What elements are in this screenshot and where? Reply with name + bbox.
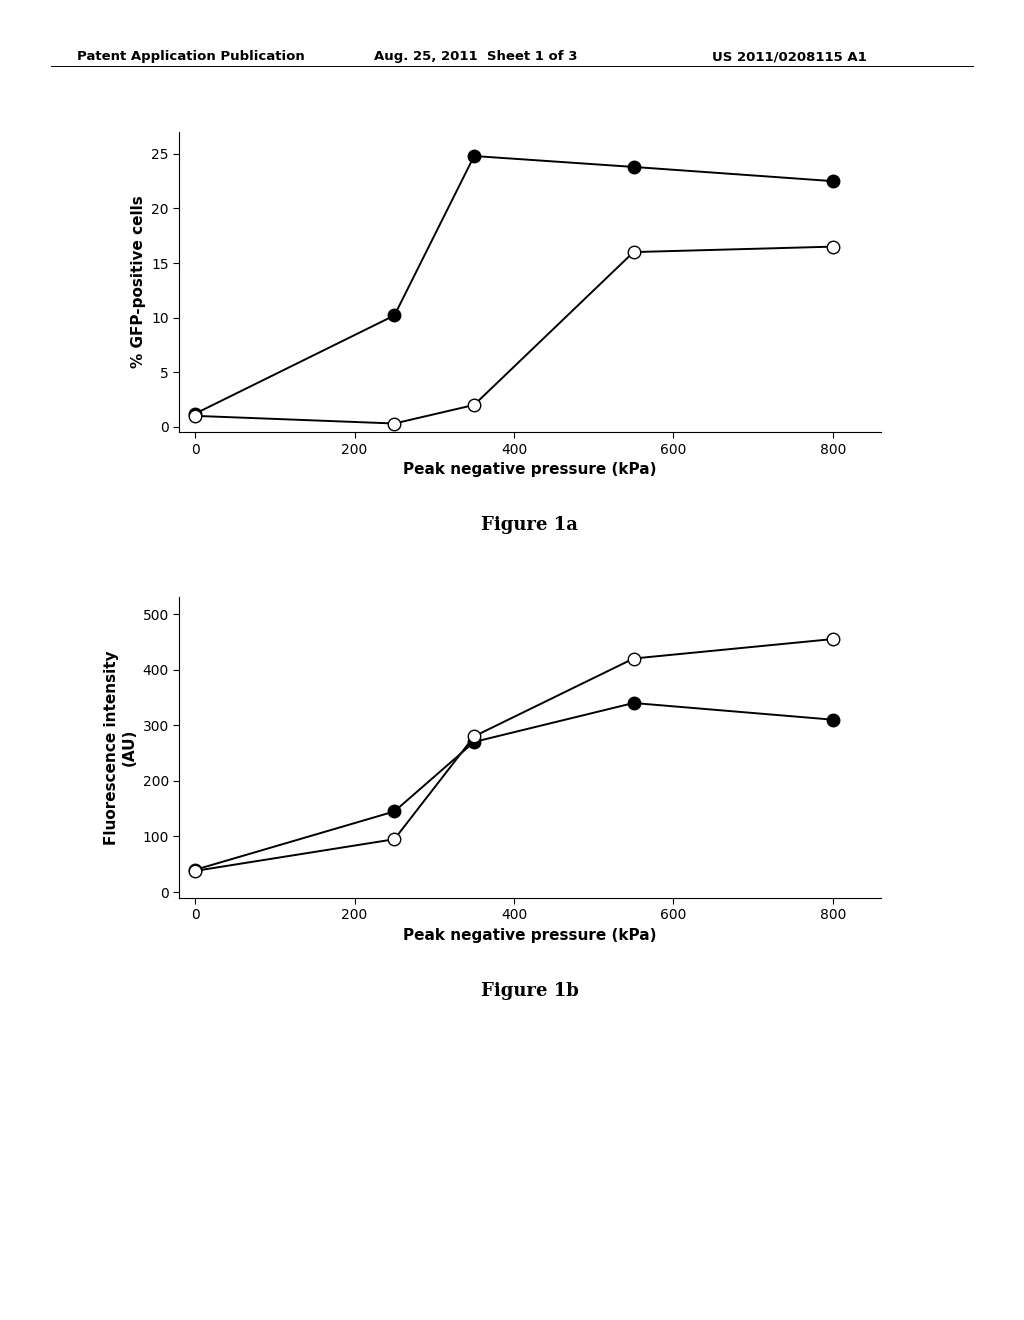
Text: Figure 1b: Figure 1b xyxy=(481,982,579,999)
X-axis label: Peak negative pressure (kPa): Peak negative pressure (kPa) xyxy=(403,462,656,478)
Text: US 2011/0208115 A1: US 2011/0208115 A1 xyxy=(712,50,866,63)
X-axis label: Peak negative pressure (kPa): Peak negative pressure (kPa) xyxy=(403,928,656,942)
Y-axis label: Fluorescence intensity
(AU): Fluorescence intensity (AU) xyxy=(104,651,137,845)
Text: Aug. 25, 2011  Sheet 1 of 3: Aug. 25, 2011 Sheet 1 of 3 xyxy=(374,50,578,63)
Text: Figure 1a: Figure 1a xyxy=(481,516,579,535)
Y-axis label: % GFP-positive cells: % GFP-positive cells xyxy=(131,195,145,368)
Text: Patent Application Publication: Patent Application Publication xyxy=(77,50,304,63)
